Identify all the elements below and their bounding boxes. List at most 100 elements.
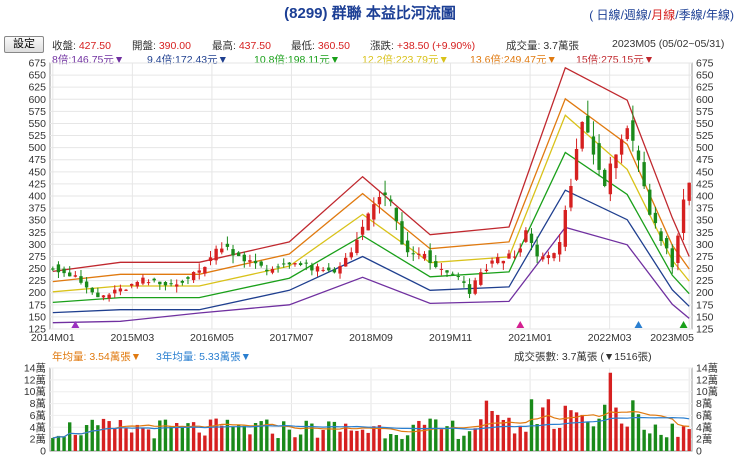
y-tick-label-right: 475 [696,154,714,166]
y-tick-label-left: 600 [28,94,46,106]
candle-body [175,284,179,287]
candle-body [236,252,241,257]
candle-body [282,263,286,265]
x-tick-label: 2021M01 [508,332,552,344]
candle-body [597,143,601,170]
x-tick-label: 2017M07 [270,332,314,344]
volume-bar [293,437,297,451]
candle-body [146,282,151,284]
y-tick-label-left: 550 [28,118,46,130]
y-tick-label-right: 250 [696,263,714,275]
volume-bar [434,419,438,451]
volume-y-tick-right: 14萬 [696,362,718,375]
volume-bar [389,434,393,451]
volume-bar [653,424,658,451]
candle-body [96,292,100,298]
candle-body [456,276,460,278]
volume-bar [220,425,224,451]
volume-y-tick-left: 8萬 [30,397,46,410]
volume-bar [124,428,128,451]
volume-bar [659,434,663,451]
volume-bar [101,418,106,451]
candle-body [535,244,539,257]
y-tick-label-right: 175 [696,299,714,311]
candle-body [355,239,359,254]
y-tick-label-right: 375 [696,203,714,215]
volume-bar [265,419,269,451]
y-tick-label-right: 625 [696,82,714,94]
period-quarterly[interactable]: 季線 [678,8,703,22]
volume-bar [462,435,466,451]
candle-body [197,270,201,273]
volume-bar [473,428,477,451]
y-tick-label-right: 675 [696,58,714,70]
y-tick-label-right: 575 [696,106,714,118]
volume-bar [84,425,89,451]
settings-button[interactable]: 設定 [4,36,44,53]
period-yearly[interactable]: 年線 [705,8,730,22]
volume-bar [56,435,61,451]
candle-body [603,169,607,186]
volume-bar [631,400,635,451]
volume-bar [569,410,573,451]
y-tick-label-left: 500 [28,142,46,154]
volume-bar [231,426,235,451]
period-daily[interactable]: 日線 [596,8,621,22]
candle-body [208,257,213,262]
y-tick-label-right: 325 [696,227,714,239]
volume-bar [73,435,78,451]
volume-bar [642,429,646,451]
volume-bar [625,426,629,451]
x-tick-label: 2015M03 [110,332,154,344]
volume-bar [51,437,55,451]
candle-body [129,283,134,286]
volume-bar [287,429,292,451]
candle-body [225,243,230,247]
volume-bar [664,437,669,451]
volume-bar [563,405,567,451]
y-tick-label-left: 350 [28,215,46,227]
candle-body [293,263,297,265]
volume-bar [512,433,517,451]
volume-bar [186,423,190,451]
volume-bar [327,421,331,451]
period-monthly[interactable]: 月線 [651,8,676,22]
volume-bar [541,407,545,451]
y-tick-label-left: 475 [28,154,46,166]
candle-body [394,207,399,222]
candle-body [659,231,663,241]
candle-body [552,253,556,259]
candle-body [372,204,376,220]
candle-body [434,261,438,267]
candle-body [51,268,55,270]
volume-y-tick-right: 10萬 [696,385,718,398]
candle-body [231,249,235,256]
volume-bar [490,410,494,451]
candle-body [664,238,669,249]
candle-body [580,121,584,149]
candle-body [518,248,522,253]
volume-bar [507,417,511,451]
volume-bar [676,436,680,451]
volume-bar [355,430,359,451]
candle-body [462,281,466,283]
candle-body [287,262,292,265]
candle-body [473,280,477,294]
volume-bar [90,419,94,451]
y-tick-label-right: 450 [696,166,714,178]
volume-bar [338,431,342,451]
candle-body [405,240,410,253]
volume-bar [163,419,168,451]
volume-bar [377,425,382,451]
candle-body [676,235,680,263]
candle-body [343,257,348,267]
candle-body [557,242,562,255]
y-tick-label-left: 175 [28,299,46,311]
period-weekly[interactable]: 週線 [623,8,648,22]
volume-bar [417,420,421,451]
y-tick-label-right: 600 [696,94,714,106]
volume-bar [107,421,111,451]
candle-body [68,272,72,277]
y-tick-label-left: 525 [28,130,46,142]
volume-y-tick-right: 0 [696,446,702,455]
